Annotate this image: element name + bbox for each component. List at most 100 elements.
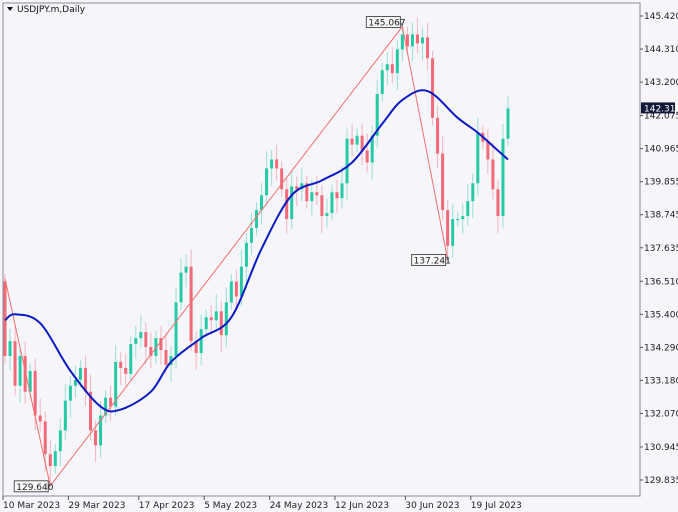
y-tick-label: 137.635 bbox=[644, 244, 678, 254]
candle-body bbox=[104, 397, 108, 416]
candle-body bbox=[124, 367, 128, 374]
candle bbox=[129, 336, 133, 382]
candle bbox=[204, 309, 208, 337]
candle-body bbox=[451, 219, 455, 246]
candle-body bbox=[370, 135, 374, 163]
candle-body bbox=[395, 49, 399, 74]
candle bbox=[214, 294, 218, 331]
candle-body bbox=[174, 302, 178, 356]
candle bbox=[350, 124, 354, 157]
candle-body bbox=[13, 341, 17, 386]
candle-body bbox=[189, 266, 193, 342]
candle-body bbox=[365, 150, 369, 163]
candle bbox=[456, 211, 460, 227]
candle-body bbox=[486, 141, 490, 160]
y-tick-label: 140.965 bbox=[644, 145, 678, 155]
candle bbox=[385, 52, 389, 85]
candle bbox=[119, 352, 123, 385]
candle-body bbox=[441, 153, 445, 211]
candle bbox=[275, 144, 279, 181]
y-tick-label: 139.855 bbox=[644, 178, 678, 188]
candle-body bbox=[18, 355, 22, 386]
candle bbox=[335, 180, 339, 213]
candle-body bbox=[496, 189, 500, 217]
current-price-label: 142.316 bbox=[644, 104, 678, 114]
candle bbox=[390, 47, 394, 83]
y-tick-label: 136.510 bbox=[644, 277, 678, 287]
candle-body bbox=[466, 201, 470, 217]
candle bbox=[400, 26, 404, 62]
x-tick-label: 17 Apr 2023 bbox=[139, 501, 195, 511]
candle bbox=[249, 213, 253, 256]
candle-body bbox=[431, 58, 435, 118]
y-tick-label: 142.075 bbox=[644, 112, 678, 122]
candle-body bbox=[426, 37, 430, 59]
candle bbox=[451, 204, 455, 259]
candle-body bbox=[94, 430, 98, 446]
candle-body bbox=[506, 108, 510, 139]
candle bbox=[114, 344, 118, 417]
y-tick-label: 143.200 bbox=[644, 78, 678, 88]
candle-body bbox=[275, 159, 279, 169]
candle-body bbox=[265, 168, 269, 196]
candle bbox=[265, 151, 269, 206]
y-tick-label: 132.070 bbox=[644, 409, 678, 419]
candle bbox=[194, 331, 198, 370]
candle bbox=[134, 325, 138, 359]
candle-body bbox=[360, 135, 364, 151]
candle bbox=[109, 385, 113, 422]
candle-body bbox=[501, 138, 505, 217]
candle-body bbox=[310, 192, 314, 202]
candle-body bbox=[3, 281, 7, 356]
candle bbox=[8, 328, 12, 371]
candle-body bbox=[8, 341, 12, 356]
candle bbox=[471, 173, 475, 219]
candle bbox=[270, 149, 274, 186]
candle bbox=[280, 160, 284, 197]
candle-body bbox=[139, 332, 143, 339]
chart-title: USDJPY.m,Daily bbox=[17, 5, 86, 15]
candle-body bbox=[461, 216, 465, 220]
candle-body bbox=[48, 454, 52, 467]
candle bbox=[244, 233, 248, 284]
candle-body bbox=[109, 397, 113, 407]
candle-body bbox=[295, 186, 299, 190]
x-tick-label: 29 Mar 2023 bbox=[68, 501, 125, 511]
candle-body bbox=[159, 338, 163, 351]
zigzag-line bbox=[4, 25, 449, 487]
candle bbox=[300, 168, 304, 202]
candle-body bbox=[446, 210, 450, 246]
triangle-down-icon[interactable] bbox=[7, 7, 13, 11]
candle-body bbox=[330, 192, 334, 214]
candle bbox=[345, 128, 349, 201]
zigzag-label-box bbox=[13, 480, 49, 493]
time-axis: 10 Mar 2023 29 Mar 2023 17 Apr 2023 5 May 2… bbox=[2, 496, 522, 511]
candle-body bbox=[229, 281, 233, 303]
candle-body bbox=[78, 367, 82, 380]
candles bbox=[3, 17, 510, 486]
candle bbox=[169, 346, 173, 382]
candle bbox=[441, 136, 445, 220]
candle-body bbox=[315, 192, 319, 196]
x-tick-label: 19 Jul 2023 bbox=[471, 501, 522, 511]
candle-body bbox=[68, 385, 72, 401]
moving-average-line bbox=[4, 89, 509, 413]
candle bbox=[315, 175, 319, 206]
candle bbox=[420, 27, 424, 61]
candle bbox=[415, 17, 419, 54]
candle bbox=[285, 177, 289, 234]
candle bbox=[159, 325, 163, 365]
plot-area bbox=[2, 2, 641, 497]
candle bbox=[174, 287, 178, 369]
candle-body bbox=[350, 138, 354, 145]
candle-body bbox=[169, 355, 173, 365]
candle bbox=[184, 254, 188, 288]
candle-body bbox=[390, 64, 394, 74]
candle-body bbox=[184, 266, 188, 273]
candle bbox=[63, 383, 67, 441]
candle-body bbox=[134, 338, 138, 345]
candle bbox=[405, 27, 409, 54]
candle-body bbox=[260, 195, 264, 211]
